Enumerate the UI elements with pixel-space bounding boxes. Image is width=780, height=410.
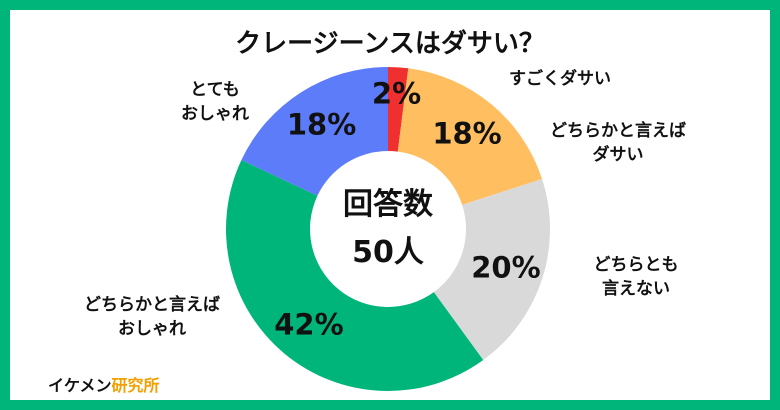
slice-value-label: 42% xyxy=(274,308,343,342)
slice-category-label: どちらかと言えばダサい xyxy=(550,120,686,165)
center-text-line1: 回答数 xyxy=(343,187,434,222)
slice-category-label: どちらかと言えばおしゃれ xyxy=(84,294,220,339)
brand-part1: イケメン xyxy=(48,376,112,395)
slice-category-label: すごくダサい xyxy=(509,68,611,89)
slices-group xyxy=(225,66,550,392)
chart-title: クレージーンスはダサい？ xyxy=(235,28,545,59)
slice-value-label: 20% xyxy=(471,250,540,284)
value-labels-group: 2% 18% 20% 42% 18% xyxy=(274,76,540,341)
category-label-line: 言えない xyxy=(602,278,670,299)
pie-slice xyxy=(241,66,388,196)
category-label-line: おしゃれ xyxy=(118,319,186,339)
category-label-line: おしゃれ xyxy=(181,104,249,124)
category-label-line: ダサい xyxy=(593,144,644,165)
center-text-line2: 50人 xyxy=(352,235,424,270)
pie-slice xyxy=(225,160,484,392)
slice-value-label: 18% xyxy=(287,107,356,141)
category-label-line: どちらかと言えば xyxy=(550,120,686,141)
category-label-line: どちらとも xyxy=(594,255,679,275)
pie-slice xyxy=(397,68,543,205)
pie-slice xyxy=(388,67,409,152)
slice-category-label: とてもおしゃれ xyxy=(181,80,249,124)
pie-slice xyxy=(433,178,550,361)
category-label-line: とても xyxy=(190,80,240,100)
brand-part2: 研究所 xyxy=(112,376,160,395)
category-labels-group: すごくダサいどちらかと言えばダサいどちらとも言えないどちらかと言えばおしゃれとて… xyxy=(84,68,686,339)
slice-category-label: どちらとも言えない xyxy=(594,255,679,299)
slice-value-label: 2% xyxy=(372,76,421,110)
brand-logo: イケメン研究所 xyxy=(48,376,160,395)
slice-value-label: 18% xyxy=(432,116,501,150)
category-label-line: どちらかと言えば xyxy=(84,294,220,315)
category-label-line: すごくダサい xyxy=(509,68,611,89)
